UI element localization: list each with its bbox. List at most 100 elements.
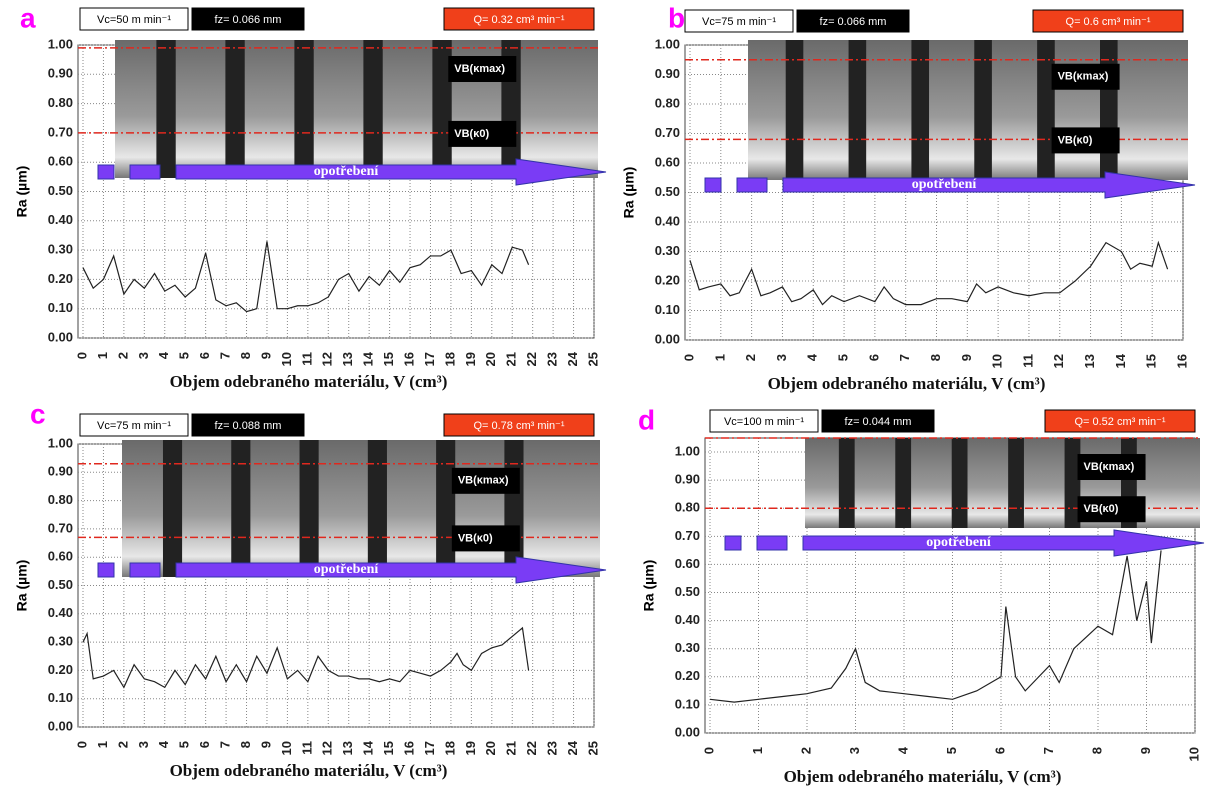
header-box <box>443 413 595 437</box>
y-tick-label: 0.80 <box>48 95 73 110</box>
header-box <box>1044 409 1196 433</box>
y-tick-label: 0.00 <box>675 724 700 739</box>
x-tick-label: 22 <box>524 741 539 755</box>
y-tick-label: 0.40 <box>48 605 73 620</box>
x-tick-label: 8 <box>238 352 253 359</box>
photo-separator <box>294 40 314 178</box>
header-text: Q= 0.32 cm³ min⁻¹ <box>473 14 564 26</box>
y-tick-label: 0.20 <box>48 271 73 286</box>
wear-arrow <box>802 529 1205 557</box>
y-tick-label: 0.90 <box>655 66 680 81</box>
x-tick-label: 10 <box>1186 747 1201 761</box>
y-axis-title: Ra (µm) <box>14 560 30 612</box>
y-tick-label: 0.00 <box>655 331 680 346</box>
y-tick-label: 0.90 <box>48 464 73 479</box>
photo-separator <box>895 438 912 528</box>
photo-separator <box>432 40 452 178</box>
vb-label-box <box>448 120 517 147</box>
header-box <box>191 413 305 437</box>
y-tick-label: 0.50 <box>675 584 700 599</box>
header-box <box>709 409 819 433</box>
y-tick-label: 0.60 <box>48 549 73 564</box>
wear-arrow <box>782 171 1196 199</box>
x-tick-label: 10 <box>279 741 294 755</box>
x-tick-label: 4 <box>805 353 820 361</box>
x-axis-title: Objem odebraného materiálu, V (cm³) <box>784 767 1062 786</box>
x-tick-label: 15 <box>381 352 396 366</box>
y-tick-label: 1.00 <box>655 36 680 51</box>
header-box <box>684 9 794 33</box>
y-tick-label: 0.40 <box>48 212 73 227</box>
header-box <box>1032 9 1184 33</box>
x-tick-label: 14 <box>1113 353 1128 368</box>
x-tick-label: 23 <box>545 741 560 755</box>
x-tick-label: 12 <box>1051 354 1066 368</box>
x-tick-label: 7 <box>218 352 233 359</box>
x-tick-label: 20 <box>483 352 498 366</box>
header-text: fz= 0.088 mm <box>215 420 282 432</box>
arrow-block <box>97 164 115 180</box>
x-tick-label: 16 <box>401 352 416 366</box>
x-tick-label: 9 <box>258 352 273 359</box>
vb-label-box <box>1077 454 1146 480</box>
header-box <box>79 7 189 31</box>
y-tick-label: 0.30 <box>655 243 680 258</box>
photo-separator <box>367 440 387 577</box>
x-tick-label: 8 <box>1089 747 1104 754</box>
x-tick-label: 12 <box>320 352 335 366</box>
y-axis-title: Ra (µm) <box>621 167 637 219</box>
data-line <box>82 626 530 689</box>
vb-label: VB(κ0) <box>458 532 493 544</box>
vb-label: VB(κmax) <box>454 63 505 75</box>
x-tick-label: 0 <box>701 747 716 754</box>
photo-separator <box>1064 438 1081 528</box>
photo-separator <box>974 40 992 180</box>
photo-separator <box>436 440 456 577</box>
x-tick-label: 6 <box>197 741 212 748</box>
photo-separator <box>1008 438 1024 528</box>
x-tick-label: 17 <box>422 741 437 755</box>
panel-letter: a <box>20 2 36 33</box>
y-tick-label: 0.90 <box>675 472 700 487</box>
x-axis-title: Objem odebraného materiálu, V (cm³) <box>170 761 448 780</box>
x-tick-label: 13 <box>340 741 355 755</box>
arrow-block <box>704 177 722 193</box>
photo-separator <box>504 440 524 577</box>
x-tick-label: 25 <box>585 352 600 366</box>
y-tick-label: 1.00 <box>48 36 73 51</box>
header-text: fz= 0.066 mm <box>820 16 887 28</box>
x-tick-label: 1 <box>750 747 765 754</box>
vb-label: VB(κ0) <box>454 128 489 140</box>
header-box <box>821 409 935 433</box>
arrow-label: opotřebení <box>314 164 380 179</box>
x-tick-label: 16 <box>401 741 416 755</box>
x-tick-label: 17 <box>422 352 437 366</box>
x-tick-label: 11 <box>299 352 314 366</box>
header-text: fz= 0.044 mm <box>845 416 912 428</box>
vb-label-box <box>448 56 517 82</box>
header-box <box>443 7 595 31</box>
y-tick-label: 0.30 <box>48 242 73 257</box>
x-axis-title: Objem odebraného materiálu, V (cm³) <box>170 372 448 391</box>
x-tick-label: 22 <box>524 352 539 366</box>
x-tick-label: 7 <box>218 741 233 748</box>
y-tick-label: 0.90 <box>48 66 73 81</box>
x-tick-label: 18 <box>442 741 457 755</box>
y-tick-label: 1.00 <box>675 443 700 458</box>
photo-separator <box>299 440 319 577</box>
y-tick-label: 0.10 <box>48 690 73 705</box>
y-tick-label: 0.80 <box>675 500 700 515</box>
x-tick-label: 6 <box>992 747 1007 754</box>
y-tick-label: 0.20 <box>48 662 73 677</box>
vb-label-box <box>1051 63 1120 90</box>
x-tick-label: 2 <box>115 352 130 359</box>
header-text: Q= 0.6 cm³ min⁻¹ <box>1066 16 1151 28</box>
x-tick-label: 10 <box>990 354 1005 368</box>
x-axis-title: Objem odebraného materiálu, V (cm³) <box>768 374 1046 393</box>
x-tick-label: 23 <box>545 352 560 366</box>
x-tick-label: 4 <box>156 351 171 359</box>
header-box <box>191 7 305 31</box>
x-tick-label: 13 <box>340 352 355 366</box>
x-tick-label: 13 <box>1082 354 1097 368</box>
